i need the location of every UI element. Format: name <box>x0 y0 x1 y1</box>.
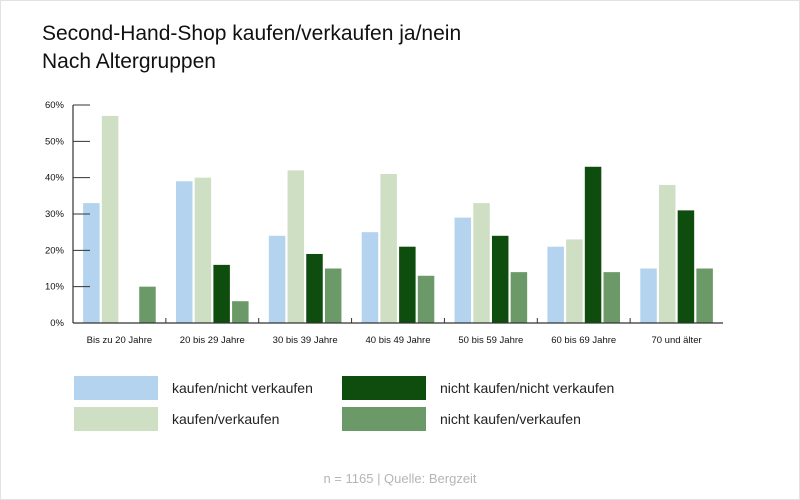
y-tick-label: 20% <box>45 245 65 256</box>
bar-5-1 <box>566 239 583 323</box>
y-tick-label: 60% <box>45 100 65 111</box>
title-line-1: Second-Hand-Shop kaufen/verkaufen ja/nei… <box>42 22 462 45</box>
bar-6-2 <box>677 210 695 323</box>
bar-2-0 <box>268 235 286 323</box>
legend-item-1: kaufen/verkaufen <box>74 407 279 431</box>
bar-4-1 <box>473 203 490 323</box>
y-tick-label: 40% <box>45 173 65 184</box>
legend-label: kaufen/nicht verkaufen <box>172 380 313 396</box>
bar-1-1 <box>194 177 212 323</box>
x-tick-label: 70 und älter <box>651 335 701 346</box>
bar-5-3 <box>603 272 621 323</box>
bar-6-1 <box>658 184 676 323</box>
x-tick-label: 60 bis 69 Jahre <box>551 335 616 346</box>
bar-1-2 <box>213 264 230 323</box>
bar-5-0 <box>547 246 564 323</box>
source-note: n = 1165 | Quelle: Bergzeit <box>323 471 477 486</box>
bar-0-1 <box>101 115 119 324</box>
title-line-2: Nach Altergruppen <box>42 50 216 73</box>
y-tick-label: 50% <box>45 136 65 147</box>
bar-4-0 <box>454 217 472 323</box>
bar-3-3 <box>417 275 435 323</box>
bar-3-1 <box>380 174 397 323</box>
legend-swatch <box>342 376 426 400</box>
bar-0-0 <box>83 203 100 323</box>
bar-4-2 <box>491 235 509 323</box>
bar-2-2 <box>306 253 323 323</box>
y-tick-label: 30% <box>45 209 65 220</box>
legend-swatch <box>74 376 158 400</box>
bar-3-0 <box>361 232 379 323</box>
x-tick-label: 20 bis 29 Jahre <box>180 335 245 346</box>
bar-4-3 <box>510 272 528 323</box>
bar-3-2 <box>399 246 416 323</box>
bar-5-2 <box>584 166 602 323</box>
bar-2-3 <box>324 268 342 323</box>
legend-label: nicht kaufen/verkaufen <box>440 411 581 427</box>
x-tick-label: 50 bis 59 Jahre <box>458 335 523 346</box>
bar-6-0 <box>640 268 657 323</box>
legend-item-0: kaufen/nicht verkaufen <box>74 376 313 400</box>
x-tick-label: 30 bis 39 Jahre <box>273 335 338 346</box>
y-tick-label: 10% <box>45 282 65 293</box>
legend-label: nicht kaufen/nicht verkaufen <box>440 380 615 396</box>
bar-1-3 <box>232 301 249 323</box>
x-tick-label: 40 bis 49 Jahre <box>366 335 431 346</box>
legend-item-2: nicht kaufen/nicht verkaufen <box>342 376 614 400</box>
y-tick-label: 0% <box>50 318 64 329</box>
bar-6-3 <box>696 268 713 323</box>
x-tick-label: Bis zu 20 Jahre <box>87 335 152 346</box>
legend-swatch <box>74 407 158 431</box>
chart-title: Second-Hand-Shop kaufen/verkaufen ja/nei… <box>42 20 461 76</box>
legend-item-3: nicht kaufen/verkaufen <box>342 407 581 431</box>
bar-1-0 <box>175 181 193 323</box>
legend-swatch <box>342 407 426 431</box>
legend-label: kaufen/verkaufen <box>172 411 280 427</box>
bar-0-3 <box>139 286 156 323</box>
bar-2-1 <box>287 170 305 323</box>
